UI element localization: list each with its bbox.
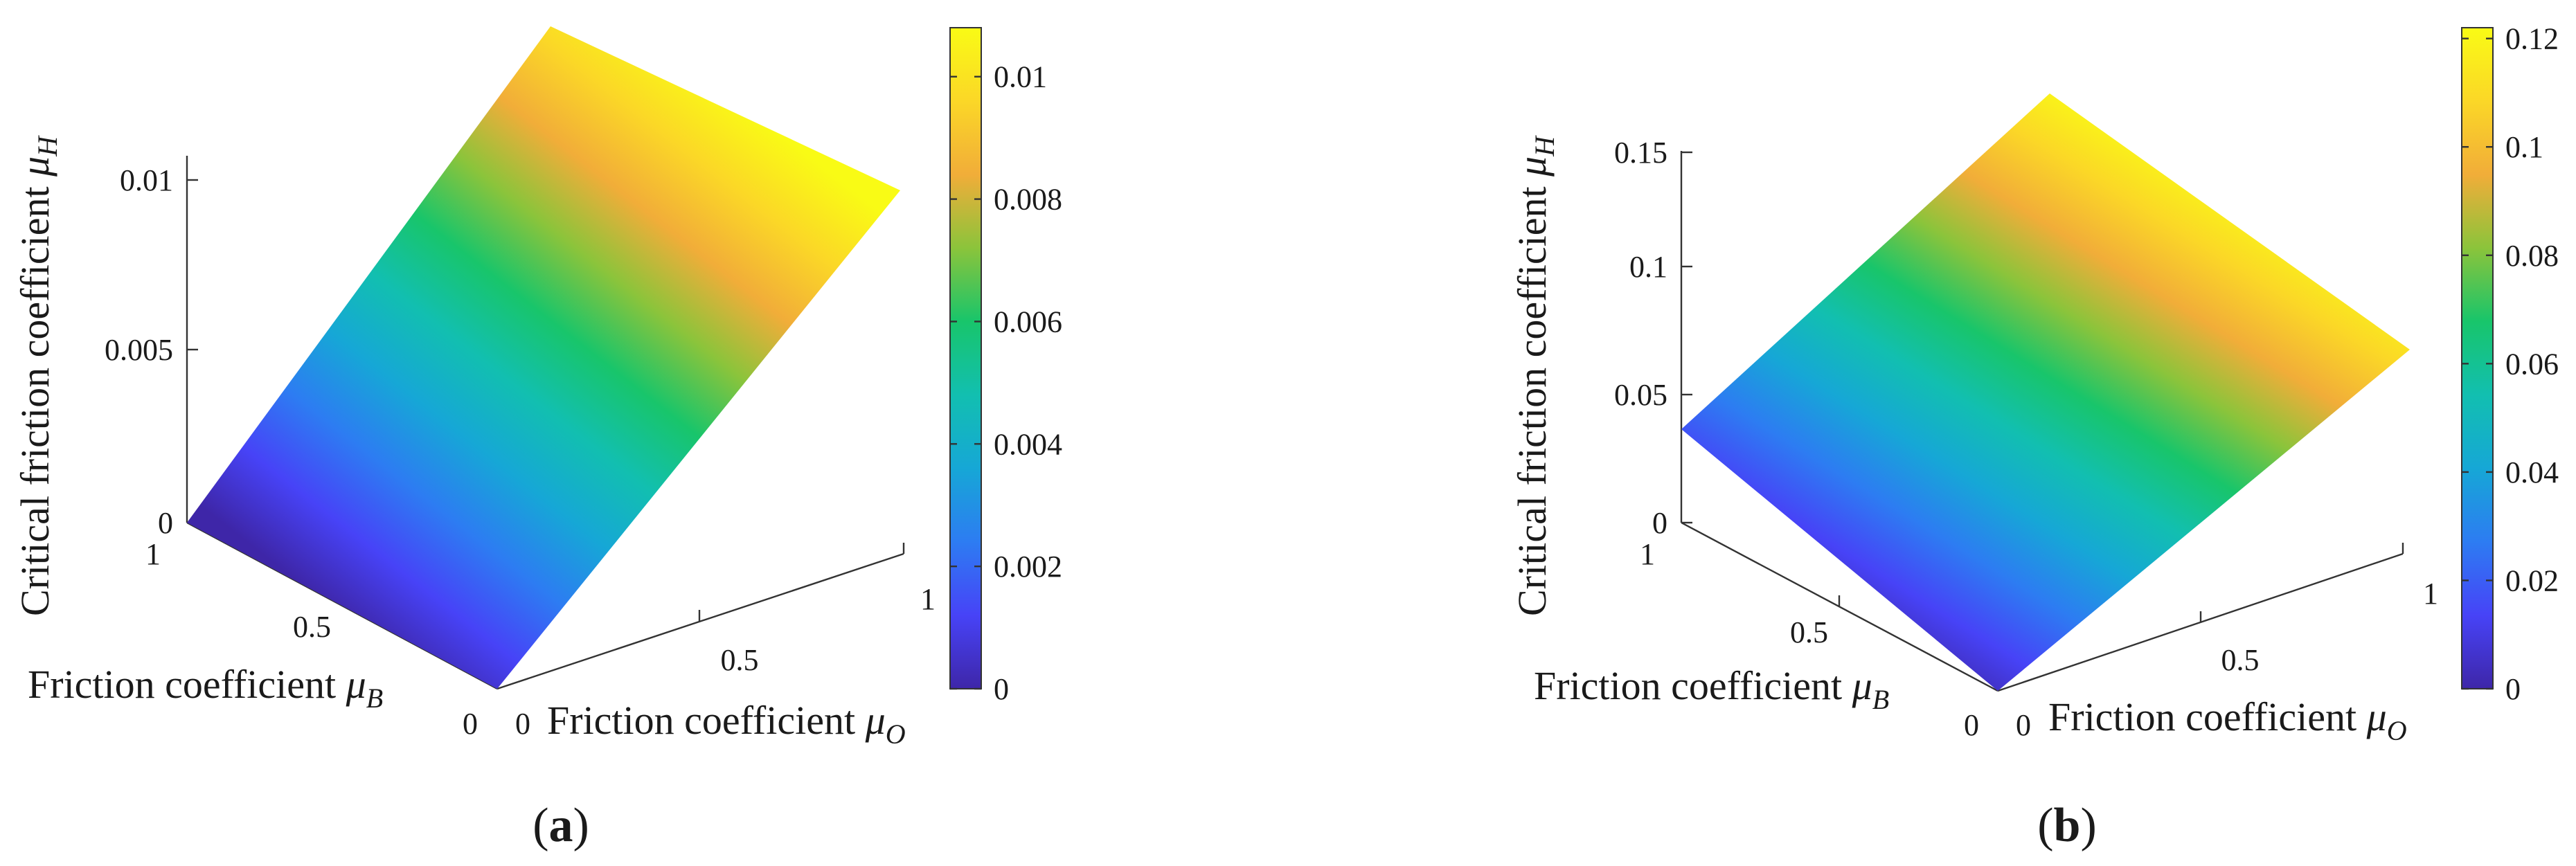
colorbar-tick-label: 0	[2505, 672, 2521, 706]
panel-a-z-tick-label: 0.01	[120, 163, 173, 197]
colorbar-tick-label: 0	[994, 672, 1009, 706]
panel-b-y-axis-line	[1681, 521, 1998, 692]
colorbar-tick-label: 0.01	[994, 60, 1047, 94]
panel-a-x-tick-label: 0	[515, 707, 530, 741]
panel-b-y-axis-label: Friction coefficient μB	[1534, 663, 1889, 715]
colorbar-tick-label: 0.08	[2505, 239, 2559, 273]
panel-a-z-tick-label: 0	[158, 506, 173, 540]
colorbar-tick-label: 0.02	[2505, 563, 2559, 597]
panel-b-x-tick-label: 1	[2423, 577, 2438, 611]
colorbar-tick-label: 0.006	[994, 305, 1062, 339]
panel-a-caption: (a)	[533, 799, 589, 852]
panel-b: 0 0.05 0.1 0.15 1 0.5 0 0 0.5 1 Critical…	[1510, 22, 2559, 852]
panel-a-colorbar-strip	[949, 27, 982, 689]
panel-a-colorbar-ticks: 0 0.002 0.004 0.006 0.008 0.01	[950, 60, 1062, 706]
panel-a-y-axis-label: Friction coefficient μB	[28, 662, 383, 714]
panel-b-z-tick-label: 0.15	[1614, 136, 1667, 170]
panel-a-y-tick-label: 0.5	[293, 610, 331, 644]
panel-a-y-tick-label: 0	[463, 707, 478, 741]
colorbar-tick-label: 0.06	[2505, 347, 2559, 381]
panel-b-y-tick-label: 0.5	[1790, 615, 1828, 649]
colorbar-tick-label: 0.008	[994, 183, 1062, 217]
colorbar-tick-label: 0.12	[2505, 22, 2559, 56]
panel-a-x-axis-line	[497, 552, 904, 690]
panel-b-axes	[1680, 151, 2404, 692]
panel-a-z-axis-label: Critical friction coefficient μH	[12, 135, 63, 616]
panel-b-colorbar-ticks: 0 0.02 0.04 0.06 0.08 0.1 0.12	[2462, 22, 2559, 706]
colorbar-tick-label: 0.004	[994, 427, 1062, 461]
colorbar-tick-label: 0.1	[2505, 130, 2543, 164]
panel-b-colorbar-strip	[2461, 27, 2494, 689]
panel-a-colorbar: 0 0.002 0.004 0.006 0.008 0.01	[949, 27, 1062, 706]
panel-b-z-axis-label: Critical friction coefficient μH	[1510, 135, 1560, 616]
panel-a-x-axis-label: Friction coefficient μO	[547, 698, 906, 750]
panel-a-x-tick-label: 1	[920, 582, 936, 616]
panel-b-x-axis-label: Friction coefficient μO	[2048, 694, 2407, 746]
panel-a-x-tick-label: 0.5	[721, 643, 759, 677]
panel-b-x-tick-label: 0.5	[2221, 643, 2260, 677]
panel-b-colorbar: 0 0.02 0.04 0.06 0.08 0.1 0.12	[2461, 22, 2559, 706]
panel-b-y-tick-label: 1	[1640, 537, 1655, 571]
panel-b-x-tick-label: 0	[2016, 708, 2031, 742]
colorbar-tick-label: 0.002	[994, 550, 1062, 584]
panel-a-y-tick-label: 1	[145, 537, 161, 571]
colorbar-tick-label: 0.04	[2505, 455, 2559, 489]
panel-b-z-tick-label: 0.1	[1629, 250, 1667, 284]
panel-b-z-tick-label: 0.05	[1614, 378, 1667, 412]
panel-a-z-tick-label: 0.005	[105, 333, 173, 367]
panel-a-surface	[187, 26, 900, 689]
panel-b-surface	[1681, 93, 2410, 691]
panel-b-z-tick-label: 0	[1652, 506, 1667, 540]
panel-a: 0 0.005 0.01 1 0.5 0 0 0.5 1 Critical fr…	[12, 26, 1062, 852]
panel-b-y-tick-label: 0	[1964, 708, 1979, 742]
panel-b-caption: (b)	[2037, 799, 2097, 852]
